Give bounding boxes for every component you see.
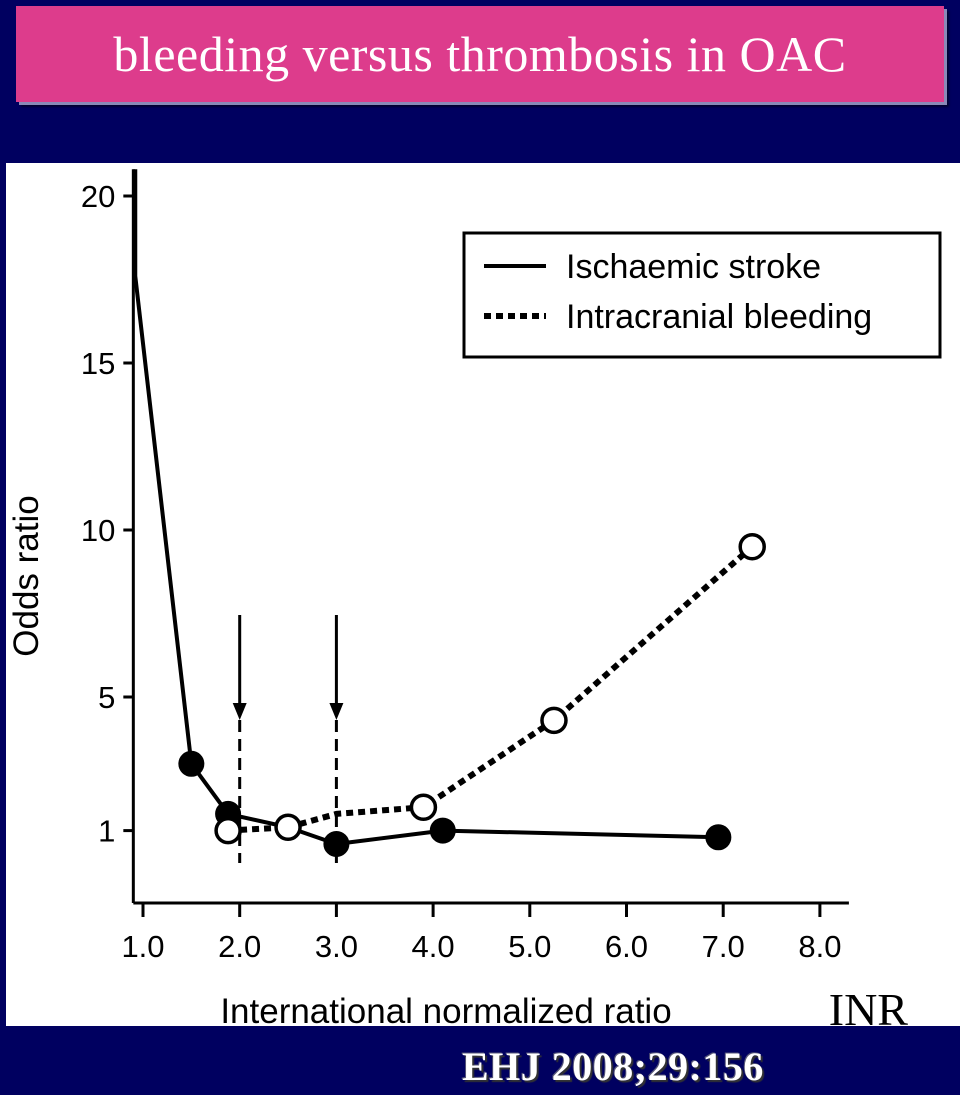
data-point-filled [178, 750, 205, 777]
x-tick-label: 3.0 [315, 929, 358, 964]
y-tick-label: 1 [98, 814, 115, 849]
data-point-filled [323, 830, 350, 857]
series-line-ischaemic-stroke [133, 169, 719, 846]
chart-panel: 1 5 10 15 20 1.0 2.0 3.0 4.0 5.0 6.0 7.0 8.0 Internat… [6, 163, 960, 1035]
x-tick-label: 2.0 [218, 929, 261, 964]
x-tick-label: 6.0 [605, 929, 648, 964]
x-tick-label: 4.0 [412, 929, 455, 964]
data-point-open [214, 816, 242, 845]
x-axis-label: International normalized ratio [220, 992, 671, 1026]
legend-label: Intracranial bleeding [566, 298, 872, 336]
x-tick-label: 8.0 [798, 929, 841, 964]
annotation-arrow-head [232, 703, 247, 720]
data-point-open [540, 706, 568, 735]
data-point-open [274, 813, 302, 842]
x-tick-label: 5.0 [508, 929, 551, 964]
data-point-open [738, 532, 766, 561]
series-line-intracranial-bleeding [227, 544, 755, 834]
y-tick-label: 10 [81, 513, 115, 548]
y-tick-label: 5 [98, 680, 115, 715]
title-banner: bleeding versus thrombosis in OAC [16, 6, 944, 102]
legend-box [462, 231, 942, 359]
x-tick-label: 7.0 [702, 929, 745, 964]
data-point-open [409, 793, 438, 821]
data-point-filled [705, 824, 732, 851]
y-axis-label: Odds ratio [7, 495, 46, 656]
data-point-filled [429, 817, 456, 844]
citation: EHJ 2008;29:156 [462, 1044, 764, 1089]
x-tick-label: 1.0 [121, 929, 164, 964]
y-tick-label: 20 [81, 179, 115, 214]
slide-title: bleeding versus thrombosis in OAC [113, 26, 847, 82]
annotation-arrow-head [329, 703, 344, 720]
inr-label: INR [828, 984, 908, 1035]
legend-label: Ischaemic stroke [566, 248, 821, 286]
y-tick-label: 15 [81, 346, 115, 381]
